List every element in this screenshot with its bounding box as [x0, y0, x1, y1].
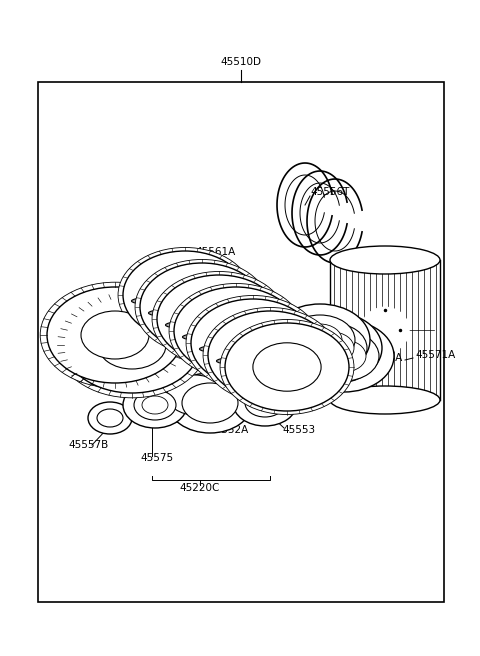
Ellipse shape	[151, 271, 219, 319]
Ellipse shape	[330, 246, 440, 274]
Polygon shape	[286, 376, 303, 388]
Ellipse shape	[185, 295, 253, 343]
Ellipse shape	[98, 321, 166, 369]
Ellipse shape	[134, 390, 176, 420]
Ellipse shape	[118, 247, 252, 342]
Ellipse shape	[270, 304, 370, 376]
Ellipse shape	[322, 340, 366, 372]
Text: 45575: 45575	[140, 453, 173, 463]
Ellipse shape	[202, 307, 270, 355]
Ellipse shape	[282, 312, 382, 384]
Text: 45510D: 45510D	[220, 57, 262, 67]
Text: 45581C: 45581C	[188, 350, 228, 360]
Ellipse shape	[135, 260, 269, 354]
Ellipse shape	[174, 287, 298, 375]
Ellipse shape	[297, 323, 367, 373]
Polygon shape	[263, 348, 281, 360]
Ellipse shape	[123, 382, 187, 428]
Ellipse shape	[64, 297, 200, 393]
Ellipse shape	[285, 315, 355, 365]
Ellipse shape	[88, 402, 132, 434]
Ellipse shape	[168, 373, 252, 433]
Ellipse shape	[245, 389, 285, 417]
Ellipse shape	[208, 311, 332, 399]
Ellipse shape	[191, 299, 315, 387]
Ellipse shape	[40, 282, 190, 388]
Ellipse shape	[81, 311, 149, 359]
Text: 45552A: 45552A	[208, 425, 248, 435]
Ellipse shape	[219, 319, 287, 367]
Ellipse shape	[168, 283, 236, 331]
Ellipse shape	[253, 343, 321, 391]
Ellipse shape	[200, 343, 324, 355]
Ellipse shape	[97, 409, 123, 427]
Ellipse shape	[142, 396, 168, 414]
Ellipse shape	[298, 324, 342, 356]
Ellipse shape	[57, 292, 207, 398]
Polygon shape	[266, 377, 283, 388]
Ellipse shape	[330, 386, 440, 414]
Ellipse shape	[132, 295, 255, 307]
Text: 45556T: 45556T	[310, 187, 349, 197]
Ellipse shape	[182, 331, 307, 343]
Ellipse shape	[157, 275, 281, 363]
Ellipse shape	[152, 272, 286, 367]
Polygon shape	[255, 370, 272, 382]
Text: 45561A: 45561A	[195, 247, 235, 257]
Polygon shape	[294, 354, 311, 366]
Ellipse shape	[309, 331, 379, 381]
Ellipse shape	[294, 320, 394, 392]
Bar	[38, 82, 444, 602]
Ellipse shape	[169, 283, 303, 379]
Ellipse shape	[123, 251, 247, 339]
Ellipse shape	[182, 383, 238, 423]
Ellipse shape	[236, 331, 304, 379]
Ellipse shape	[269, 358, 297, 378]
Ellipse shape	[186, 295, 320, 390]
Ellipse shape	[153, 365, 237, 425]
Ellipse shape	[47, 287, 183, 383]
Ellipse shape	[166, 319, 289, 331]
Text: 45554A: 45554A	[362, 353, 402, 363]
Text: 45220C: 45220C	[180, 483, 220, 493]
Ellipse shape	[203, 308, 337, 403]
Text: 45553: 45553	[282, 425, 315, 435]
Ellipse shape	[140, 263, 264, 351]
Polygon shape	[283, 348, 300, 359]
Ellipse shape	[360, 306, 410, 354]
Polygon shape	[296, 368, 311, 380]
Ellipse shape	[216, 355, 340, 367]
Ellipse shape	[310, 332, 354, 364]
Polygon shape	[255, 356, 271, 368]
Ellipse shape	[220, 319, 354, 415]
Ellipse shape	[148, 307, 273, 319]
Text: 45645: 45645	[362, 325, 395, 335]
Text: 45571A: 45571A	[415, 350, 455, 360]
Ellipse shape	[167, 375, 223, 415]
Ellipse shape	[233, 380, 297, 426]
Text: 45557B: 45557B	[68, 440, 108, 450]
Text: 45931A: 45931A	[62, 308, 102, 318]
Ellipse shape	[225, 323, 349, 411]
